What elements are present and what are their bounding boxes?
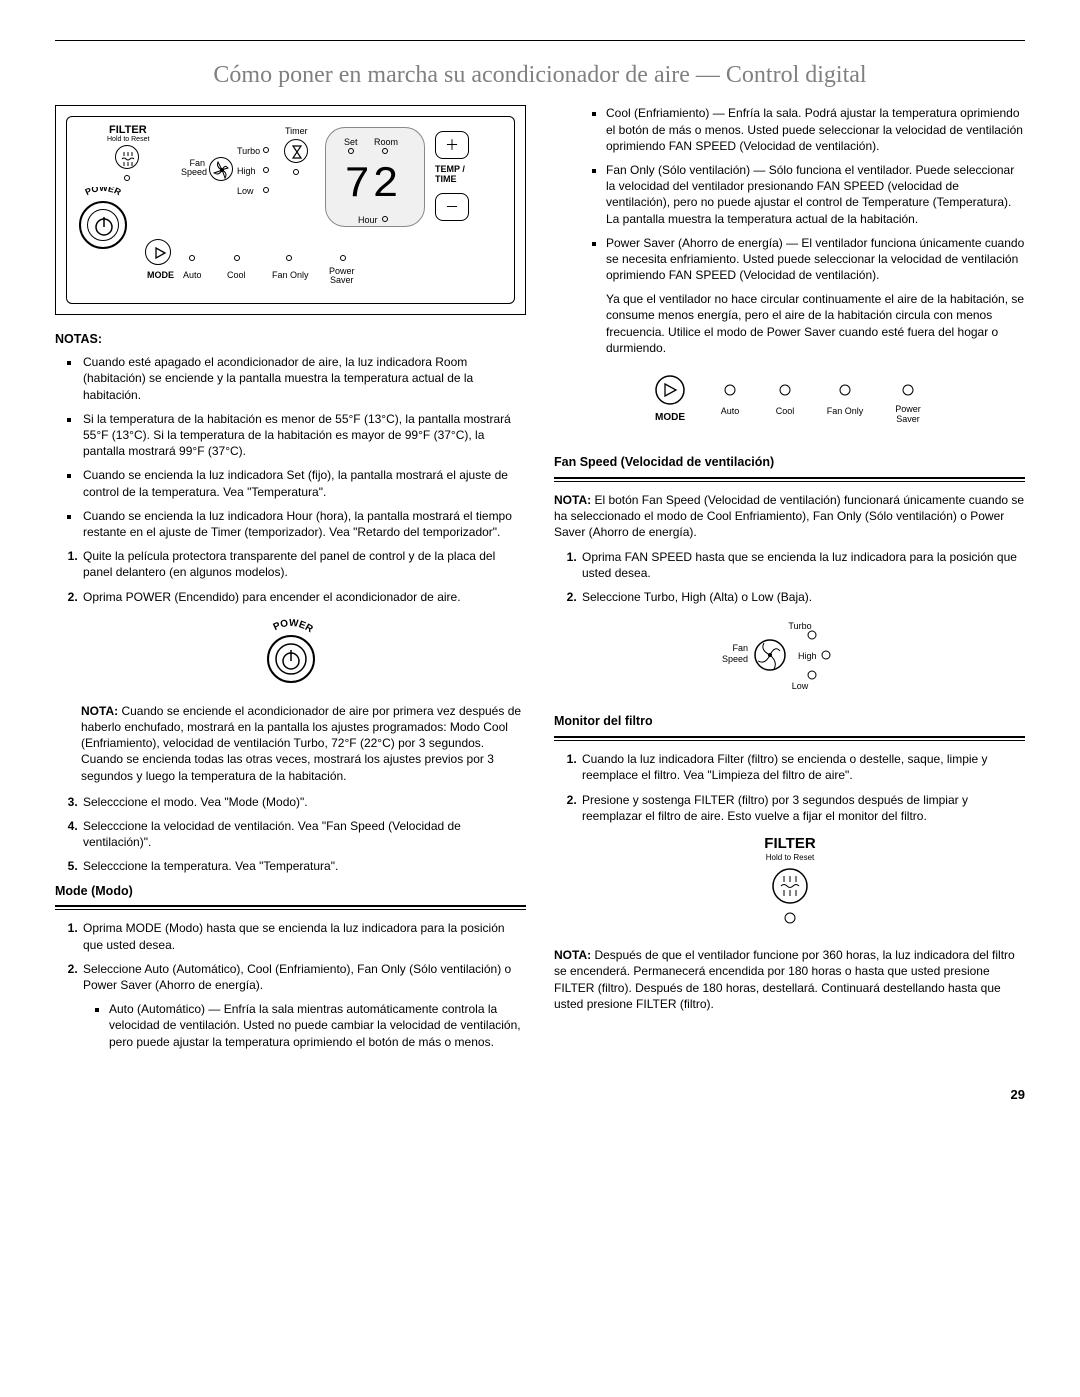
panel-high-label: High xyxy=(237,165,256,177)
svg-text:High: High xyxy=(798,651,817,661)
display-value: 72 xyxy=(344,156,401,215)
step-item: Selecccione la temperatura. Vea "Tempera… xyxy=(81,858,526,874)
nota-item: Cuando se encienda la luz indicadora Set… xyxy=(81,467,526,499)
power-note: NOTA: Cuando se enciende el acondicionad… xyxy=(81,703,526,784)
panel-fanspeed-label: FanSpeed xyxy=(181,159,205,177)
nota-item: Si la temperatura de la habitación es me… xyxy=(81,411,526,460)
fig-mode-label: MODE xyxy=(655,412,685,423)
mode-steps: Oprima MODE (Modo) hasta que se encienda… xyxy=(55,920,526,1049)
lcd-display: Set Room 72 Hour xyxy=(325,127,425,227)
mode-sub-continued: Cool (Enfriamiento) — Enfría la sala. Po… xyxy=(580,105,1025,356)
notas-heading: NOTAS: xyxy=(55,331,526,348)
page-top-rule xyxy=(55,40,1025,41)
power-button-outer xyxy=(79,201,127,249)
svg-text:Auto: Auto xyxy=(720,406,739,416)
filter-led xyxy=(124,175,130,181)
high-led xyxy=(263,167,269,173)
timer-button xyxy=(284,139,308,163)
svg-text:Low: Low xyxy=(791,681,808,691)
mode-button xyxy=(145,239,171,265)
left-column: FILTER Hold to Reset Timer FanSpeed Turb… xyxy=(55,105,526,1057)
monitor-steps: Cuando la luz indicadora Filter (filtro)… xyxy=(554,751,1025,824)
monitor-step: Cuando la luz indicadora Filter (filtro)… xyxy=(580,751,1025,783)
filter-button-figure: FILTER Hold to Reset xyxy=(554,834,1025,933)
fanspeed-heading: Fan Speed (Velocidad de ventilación) xyxy=(554,454,1025,471)
svg-text:POWER: POWER xyxy=(83,187,123,197)
final-note: NOTA: Después de que el ventilador funci… xyxy=(554,947,1025,1012)
fan-step: Oprima FAN SPEED hasta que se encienda l… xyxy=(580,549,1025,581)
monitor-heading: Monitor del filtro xyxy=(554,713,1025,730)
svg-text:Saver: Saver xyxy=(896,414,920,424)
fan-steps: Oprima FAN SPEED hasta que se encienda l… xyxy=(554,549,1025,606)
step-item: Selecccione el modo. Vea "Mode (Modo)". xyxy=(81,794,526,810)
svg-text:Speed: Speed xyxy=(721,654,747,664)
mode-heading: Mode (Modo) xyxy=(55,883,526,900)
fanspeed-button xyxy=(209,157,233,181)
two-column-layout: FILTER Hold to Reset Timer FanSpeed Turb… xyxy=(55,105,1025,1057)
fan-note: NOTA: El botón Fan Speed (Velocidad de v… xyxy=(554,492,1025,541)
svg-text:POWER: POWER xyxy=(271,617,315,635)
panel-timer-label: Timer xyxy=(285,125,308,137)
panel-hold-label: Hold to Reset xyxy=(107,135,149,144)
svg-text:Cool: Cool xyxy=(775,406,794,416)
panel-turbo-label: Turbo xyxy=(237,145,260,157)
mode-step: Seleccione Auto (Automático), Cool (Enfr… xyxy=(81,961,526,1050)
mode-step: Oprima MODE (Modo) hasta que se encienda… xyxy=(81,920,526,952)
filter-button xyxy=(115,145,139,169)
panel-cool-label: Cool xyxy=(227,269,246,281)
panel-low-label: Low xyxy=(237,185,254,197)
low-led xyxy=(263,187,269,193)
panel-mode-label: MODE xyxy=(147,269,174,281)
mode-row-figure: MODE Auto Cool Fan Only PowerSaver xyxy=(554,366,1025,440)
fan-step: Seleccione Turbo, High (Alta) o Low (Baj… xyxy=(580,589,1025,605)
page-title: Cómo poner en marcha su acondicionador d… xyxy=(55,59,1025,91)
mode-sub-item: Power Saver (Ahorro de energía) — El ven… xyxy=(606,235,1025,356)
temptime-label: TEMP /TIME xyxy=(435,165,465,184)
nota-item: Cuando se encienda la luz indicadora Hou… xyxy=(81,508,526,540)
control-panel-diagram: FILTER Hold to Reset Timer FanSpeed Turb… xyxy=(55,105,526,315)
notas-list: Cuando esté apagado el acondicionador de… xyxy=(55,354,526,540)
svg-text:Turbo: Turbo xyxy=(788,621,811,631)
mode-sub-para: Ya que el ventilador no hace circular co… xyxy=(606,291,1025,356)
step-item: Selecccione la velocidad de ventilación.… xyxy=(81,818,526,850)
svg-text:Fan: Fan xyxy=(732,643,748,653)
nota-item: Cuando esté apagado el acondicionador de… xyxy=(81,354,526,403)
monitor-step: Presione y sostenga FILTER (filtro) por … xyxy=(580,792,1025,824)
timer-led xyxy=(293,169,299,175)
hour-label: Hour xyxy=(358,214,378,226)
power-button-figure: POWER xyxy=(55,615,526,689)
temp-down-button: － xyxy=(435,193,469,221)
mode-sub-item: Fan Only (Sólo ventilación) — Sólo funci… xyxy=(606,162,1025,227)
svg-text:Fan Only: Fan Only xyxy=(826,406,863,416)
page-number: 29 xyxy=(55,1086,1025,1104)
room-label: Room xyxy=(374,136,398,148)
step-item: Quite la película protectora transparent… xyxy=(81,548,526,580)
svg-text:Power: Power xyxy=(895,404,921,414)
mode-sub-item: Auto (Automático) — Enfría la sala mient… xyxy=(109,1001,526,1050)
mode-sub-item: Cool (Enfriamiento) — Enfría la sala. Po… xyxy=(606,105,1025,154)
svg-text:Hold to Reset: Hold to Reset xyxy=(765,853,814,862)
panel-ps-label: PowerSaver xyxy=(329,267,355,285)
fanspeed-figure: Fan Speed Turbo High Low xyxy=(554,615,1025,699)
svg-text:FILTER: FILTER xyxy=(764,835,816,852)
turbo-led xyxy=(263,147,269,153)
steps-list: Quite la película protectora transparent… xyxy=(55,548,526,605)
step-item: Oprima POWER (Encendido) para encender e… xyxy=(81,589,526,605)
panel-fanonly-label: Fan Only xyxy=(272,269,309,281)
temp-up-button: ＋ xyxy=(435,131,469,159)
steps-list-cont: Selecccione el modo. Vea "Mode (Modo)". … xyxy=(55,794,526,875)
panel-auto-label: Auto xyxy=(183,269,202,281)
right-column: Cool (Enfriamiento) — Enfría la sala. Po… xyxy=(554,105,1025,1057)
set-label: Set xyxy=(344,136,358,148)
